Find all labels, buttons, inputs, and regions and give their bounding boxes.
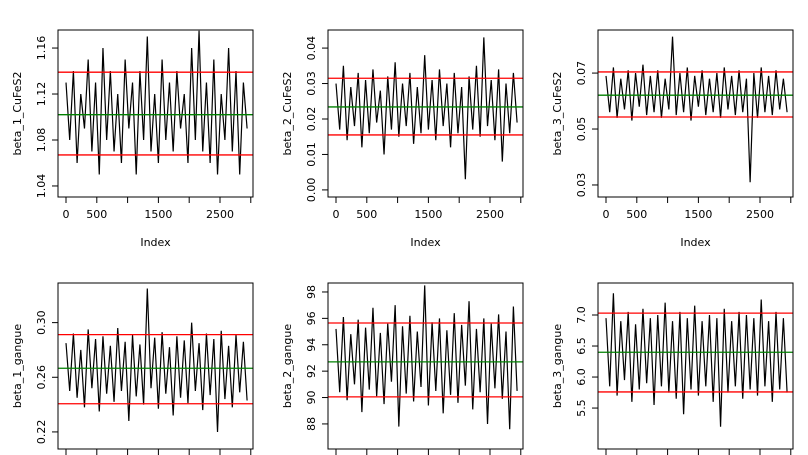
y-tick-label: 1.04: [35, 174, 48, 199]
y-tick-label: 0.00: [305, 178, 318, 203]
y-tick-label: 0.04: [305, 36, 318, 61]
plot-box: [597, 29, 794, 198]
y-tick-label: 0.05: [575, 117, 588, 142]
y-tick-label: 6.5: [575, 337, 588, 355]
y-tick-label: 98: [305, 285, 318, 299]
x-tick-label: 500: [86, 208, 107, 221]
y-tick-label: 0.01: [305, 142, 318, 167]
plot-box: [57, 29, 254, 198]
y-tick-label: 0.30: [35, 310, 48, 335]
y-tick-label: 0.26: [35, 365, 48, 390]
y-tick-label: 96: [305, 311, 318, 325]
y-axis-label: beta_1_gangue: [11, 324, 24, 408]
trace-line: [335, 285, 518, 430]
y-axis-label: beta_3_CuFeS2: [551, 72, 564, 156]
x-tick-label: 2500: [476, 208, 504, 221]
y-tick-label: 1.16: [35, 36, 48, 61]
trace-line: [605, 293, 788, 427]
x-tick-label: 0: [333, 208, 340, 221]
x-tick-label: 500: [356, 208, 377, 221]
y-tick-label: 7.0: [575, 306, 588, 324]
trace-line: [65, 288, 248, 432]
x-tick-label: 0: [63, 208, 70, 221]
x-tick-label: 2500: [746, 208, 774, 221]
y-axis-label: beta_2_CuFeS2: [281, 72, 294, 156]
y-tick-label: 90: [305, 391, 318, 405]
x-axis-label: Index: [680, 236, 711, 249]
x-tick-label: 1500: [144, 208, 172, 221]
y-tick-label: 0.22: [35, 420, 48, 445]
y-tick-label: 92: [305, 364, 318, 378]
y-tick-label: 88: [305, 417, 318, 431]
x-tick-label: 500: [626, 208, 647, 221]
y-tick-label: 1.12: [35, 82, 48, 107]
x-axis-label: Index: [410, 236, 441, 249]
x-tick-label: 0: [603, 208, 610, 221]
y-tick-label: 5.5: [575, 399, 588, 417]
y-tick-label: 0.03: [575, 173, 588, 198]
y-tick-label: 1.08: [35, 128, 48, 153]
y-axis-label: beta_1_CuFeS2: [11, 72, 24, 156]
x-tick-label: 1500: [414, 208, 442, 221]
y-tick-label: 94: [305, 338, 318, 352]
y-tick-label: 0.07: [575, 61, 588, 86]
x-axis-label: Index: [140, 236, 171, 249]
trace-line: [605, 36, 788, 183]
y-axis-label: beta_2_gangue: [281, 324, 294, 408]
plot-box: [597, 282, 794, 450]
trace-line: [335, 37, 518, 180]
y-tick-label: 0.02: [305, 107, 318, 132]
y-axis-label: beta_3_gangue: [551, 324, 564, 408]
plot-box: [327, 282, 524, 450]
trace-line: [65, 30, 248, 175]
y-tick-label: 6.0: [575, 368, 588, 386]
plot-box: [327, 29, 524, 198]
x-tick-label: 2500: [206, 208, 234, 221]
plot-box: [57, 282, 254, 450]
y-tick-label: 0.03: [305, 71, 318, 96]
x-tick-label: 1500: [684, 208, 712, 221]
